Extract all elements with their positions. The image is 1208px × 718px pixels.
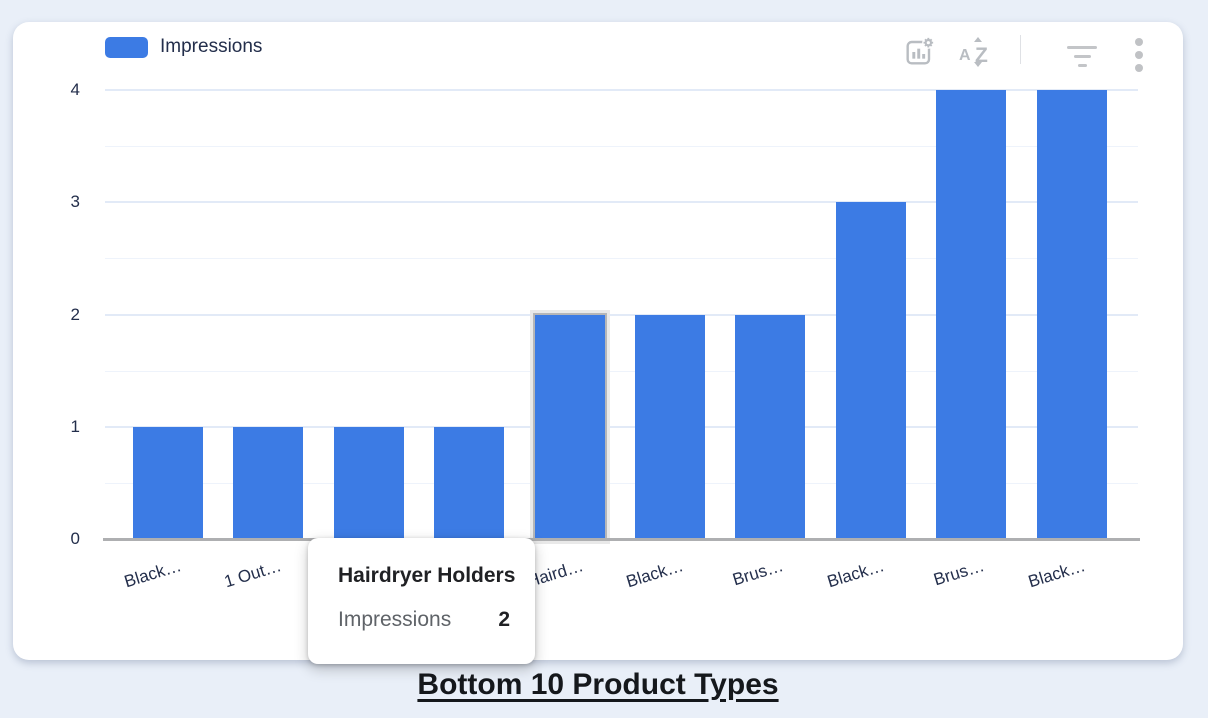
y-axis-tick-label: 1 — [70, 416, 80, 436]
filter-icon[interactable] — [1067, 46, 1097, 73]
y-axis-tick-label: 3 — [70, 192, 80, 212]
legend-label: Impressions — [160, 36, 263, 57]
svg-text:A: A — [959, 47, 971, 64]
bar[interactable] — [936, 90, 1007, 539]
menu-dot — [1135, 64, 1143, 72]
y-gridline — [105, 201, 1138, 204]
x-axis-line — [103, 538, 1140, 541]
y-gridline-minor — [105, 146, 1138, 148]
y-axis-tick-label: 0 — [70, 529, 80, 548]
tooltip-metric-value: 2 — [498, 608, 510, 631]
toolbar-divider — [1020, 35, 1021, 64]
y-gridline-minor — [105, 370, 1138, 372]
bar[interactable] — [1036, 90, 1107, 539]
filter-line-3 — [1077, 64, 1087, 67]
svg-text:Z: Z — [975, 44, 988, 67]
y-gridline — [105, 425, 1138, 428]
bar[interactable] — [534, 314, 605, 539]
chart-settings-icon[interactable] — [903, 36, 935, 73]
chart-title: Bottom 10 Product Types — [417, 668, 779, 701]
y-gridline-minor — [105, 482, 1138, 484]
bar[interactable] — [735, 314, 806, 539]
chart-legend: Impressions — [105, 36, 262, 58]
filter-line-1 — [1067, 46, 1097, 49]
filter-line-2 — [1073, 55, 1091, 58]
y-gridline — [105, 89, 1138, 91]
y-gridline — [105, 313, 1138, 316]
menu-dot — [1135, 51, 1143, 59]
bar[interactable] — [233, 426, 304, 539]
menu-dot — [1135, 38, 1143, 46]
bar[interactable] — [835, 202, 906, 539]
y-axis-tick-label: 2 — [70, 304, 80, 324]
more-options-icon[interactable] — [1135, 38, 1143, 77]
bar[interactable] — [635, 314, 705, 539]
tooltip-metric-label: Impressions — [338, 608, 452, 631]
legend-swatch-impressions — [105, 36, 148, 58]
y-axis-tick-label: 4 — [70, 80, 80, 99]
bar[interactable] — [133, 426, 203, 539]
chart-card: Impressions A — [13, 22, 1183, 660]
bar[interactable] — [333, 426, 404, 539]
sort-az-icon[interactable]: A Z — [957, 35, 997, 74]
bar[interactable] — [434, 426, 505, 539]
tooltip-title: Hairdryer Holders — [338, 564, 516, 587]
tooltip-row: Impressions 2 — [338, 608, 510, 632]
y-gridline-minor — [105, 258, 1138, 260]
chart-tooltip: Hairdryer Holders Impressions 2 — [308, 538, 535, 664]
